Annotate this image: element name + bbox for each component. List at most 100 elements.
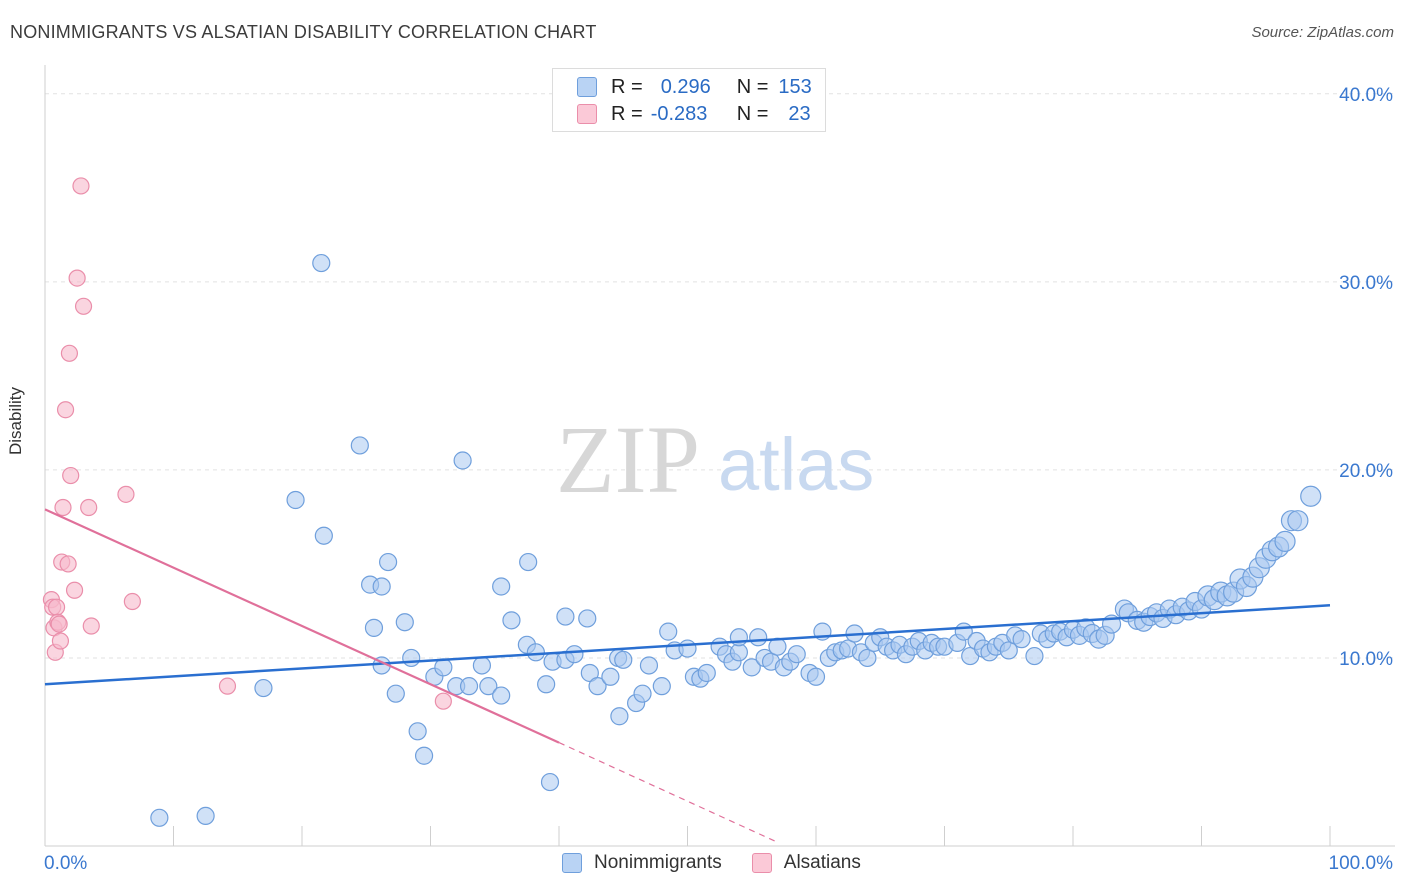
data-point-nonimmigrants [453, 451, 472, 470]
data-point-nonimmigrants [787, 645, 806, 664]
data-point-nonimmigrants [150, 808, 169, 827]
pink-swatch [751, 853, 772, 873]
data-point-alsatians [123, 592, 141, 611]
series-alsatians [42, 177, 452, 710]
data-point-nonimmigrants [1300, 485, 1322, 507]
y-tick-label: 10.0% [1339, 649, 1393, 670]
data-point-alsatians [59, 555, 77, 573]
data-point-nonimmigrants [1025, 646, 1044, 666]
data-point-nonimmigrants [312, 253, 331, 273]
data-point-nonimmigrants [314, 526, 333, 545]
data-point-nonimmigrants [519, 552, 538, 572]
y-axis-label: Disability [6, 386, 25, 455]
legend-row-alsatians: R = -0.283 N = 23 [577, 102, 811, 126]
data-point-nonimmigrants [614, 650, 633, 669]
data-point-nonimmigrants [806, 667, 826, 686]
chart-title: NONIMMIGRANTS VS ALSATIAN DISABILITY COR… [10, 22, 597, 42]
data-point-alsatians [62, 466, 80, 485]
data-point-alsatians [68, 269, 86, 287]
data-point-nonimmigrants [633, 684, 652, 703]
data-point-nonimmigrants [408, 722, 427, 741]
data-point-alsatians [218, 677, 237, 695]
axes [44, 65, 1395, 847]
data-point-nonimmigrants [1287, 510, 1309, 532]
data-point-nonimmigrants [601, 667, 620, 686]
data-point-alsatians [434, 692, 452, 710]
data-point-alsatians [60, 344, 79, 362]
data-point-alsatians [65, 581, 84, 599]
data-point-alsatians [54, 498, 72, 517]
data-point-nonimmigrants [459, 677, 479, 696]
data-point-alsatians [82, 617, 100, 635]
data-point-nonimmigrants [537, 675, 556, 694]
data-point-nonimmigrants [472, 656, 491, 675]
trend-line-alsatians [44, 508, 560, 744]
data-point-nonimmigrants [565, 645, 584, 664]
data-point-alsatians [74, 297, 93, 315]
data-point-nonimmigrants [378, 552, 398, 572]
trend-line-alsatians-extension [558, 742, 778, 843]
data-point-nonimmigrants [858, 648, 877, 668]
blue-swatch [562, 853, 582, 873]
r-label: R = [611, 102, 643, 125]
x-tick-label: 100.0% [1329, 853, 1394, 874]
watermark-zip: ZIP [556, 406, 700, 513]
data-point-nonimmigrants [402, 648, 421, 668]
n-label: N = [736, 102, 769, 125]
source-credit: Source: ZipAtlas.com [1251, 24, 1394, 41]
data-point-nonimmigrants [196, 806, 215, 826]
data-point-nonimmigrants [678, 639, 697, 658]
data-point-nonimmigrants [364, 618, 384, 637]
data-point-nonimmigrants [742, 658, 761, 677]
data-point-nonimmigrants [639, 656, 659, 675]
data-point-nonimmigrants [652, 677, 671, 696]
watermark-atlas: atlas [718, 423, 874, 506]
r-label: R = [611, 75, 643, 98]
data-point-nonimmigrants [540, 772, 560, 792]
data-point-nonimmigrants [749, 628, 768, 647]
data-point-nonimmigrants [502, 611, 521, 630]
data-point-nonimmigrants [386, 684, 405, 703]
data-point-nonimmigrants [526, 643, 545, 662]
data-point-alsatians [117, 485, 135, 503]
r-value: 0.296 [660, 75, 711, 98]
data-point-nonimmigrants [286, 490, 305, 510]
trend-lines [44, 508, 1331, 843]
grid-lines [45, 93, 1395, 659]
series-nonimmigrants [150, 253, 1322, 827]
data-point-nonimmigrants [492, 577, 511, 596]
y-tick-label: 20.0% [1339, 461, 1393, 482]
legend-label: Alsatians [783, 852, 861, 873]
data-point-alsatians [47, 598, 66, 616]
data-point-nonimmigrants [697, 663, 716, 683]
legend-item-alsatians: Alsatians [751, 852, 861, 874]
data-point-nonimmigrants [1274, 530, 1296, 552]
data-point-nonimmigrants [659, 622, 678, 641]
x-tick-label: 0.0% [44, 853, 87, 874]
data-point-alsatians [72, 177, 90, 195]
legend-row-nonimmigrants: R = 0.296 N = 153 [577, 75, 812, 99]
data-point-nonimmigrants [372, 577, 391, 596]
data-point-nonimmigrants [492, 686, 511, 705]
data-point-nonimmigrants [414, 746, 434, 765]
blue-swatch [577, 77, 597, 97]
pink-swatch [577, 104, 597, 124]
data-point-nonimmigrants [395, 613, 414, 632]
series-legend: Nonimmigrants Alsatians [562, 852, 891, 874]
data-point-nonimmigrants [350, 436, 369, 455]
trend-line-nonimmigrants [44, 604, 1331, 686]
r-value: -0.283 [650, 102, 708, 125]
data-point-alsatians [50, 615, 68, 633]
data-point-nonimmigrants [610, 707, 629, 726]
data-point-nonimmigrants [578, 609, 597, 628]
legend-label: Nonimmigrants [594, 852, 722, 873]
data-point-nonimmigrants [1012, 630, 1031, 649]
y-tick-label: 30.0% [1339, 273, 1393, 294]
correlation-legend: R = 0.296 N = 153 R = -0.283 N = 23 [552, 68, 826, 132]
y-tick-label: 40.0% [1339, 85, 1393, 106]
n-value: 153 [778, 75, 812, 98]
n-value: 23 [788, 102, 811, 125]
data-point-alsatians [56, 401, 75, 419]
tick-labels: 10.0% 20.0% 30.0% 40.0% 0.0% 100.0% [44, 85, 1393, 874]
